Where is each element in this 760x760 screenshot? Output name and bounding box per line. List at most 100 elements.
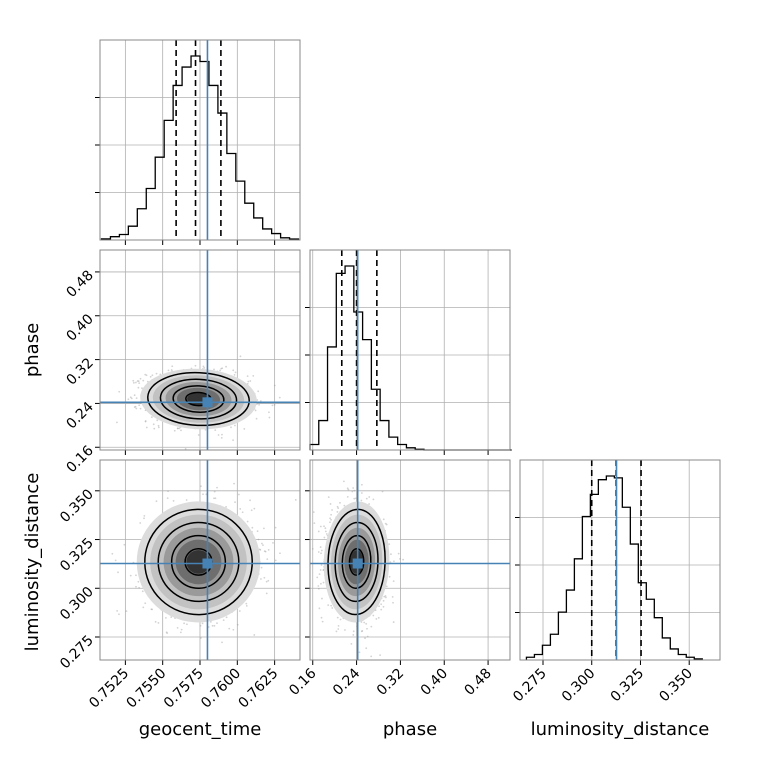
sample-point — [234, 371, 237, 374]
sample-point — [202, 365, 205, 368]
y-tick-label: 0.350 — [57, 486, 97, 526]
sample-point — [165, 617, 167, 619]
sample-point — [382, 599, 385, 602]
sample-point — [249, 499, 251, 502]
sample-point — [95, 387, 97, 389]
sample-point — [278, 396, 281, 399]
y-tick-label: 0.32 — [63, 355, 96, 388]
sample-point — [213, 368, 215, 371]
x-tick-label: 0.325 — [608, 666, 648, 706]
truth-marker — [202, 558, 213, 569]
sample-point — [361, 630, 364, 632]
sample-point — [342, 480, 345, 483]
sample-point — [368, 496, 371, 498]
sample-point — [352, 634, 355, 636]
sample-point — [260, 566, 263, 569]
sample-point — [268, 411, 270, 414]
sample-point — [220, 436, 223, 439]
sample-point — [320, 549, 323, 552]
sample-point — [176, 626, 179, 629]
truth-marker — [352, 558, 363, 569]
sample-point — [337, 624, 340, 627]
x-axis-label-luminosity-distance: luminosity_distance — [531, 719, 710, 740]
sample-point — [185, 499, 188, 501]
sample-point — [324, 527, 327, 530]
sample-point — [382, 518, 385, 521]
sample-point — [232, 369, 235, 372]
sample-point — [172, 500, 175, 502]
sample-point — [233, 374, 236, 376]
y-axis-label-phase: phase — [22, 323, 43, 377]
sample-point — [336, 510, 339, 513]
sample-point — [234, 424, 236, 427]
sample-point — [337, 628, 340, 630]
sample-point — [225, 365, 227, 368]
sample-point — [219, 369, 222, 372]
sample-point — [384, 595, 387, 597]
sample-point — [363, 621, 366, 624]
sample-point — [232, 439, 234, 442]
x-tick-label: 0.32 — [374, 666, 407, 699]
sample-point — [321, 620, 324, 623]
sample-point — [151, 608, 154, 611]
sample-point — [139, 407, 142, 410]
sample-point — [149, 375, 152, 378]
sample-point — [118, 390, 121, 393]
sample-point — [267, 579, 270, 582]
sample-point — [319, 546, 322, 548]
sample-point — [266, 558, 269, 560]
sample-point — [143, 517, 145, 520]
sample-point — [214, 429, 217, 432]
x-tick-label: 0.7575 — [161, 666, 207, 712]
sample-point — [260, 578, 262, 580]
contour-line — [159, 378, 238, 420]
sample-point — [166, 632, 169, 635]
sample-point — [245, 602, 248, 605]
sample-point — [257, 390, 260, 393]
sample-point — [144, 373, 147, 376]
sample-point — [136, 380, 139, 382]
sample-point — [360, 492, 363, 494]
sample-point — [243, 428, 246, 430]
sample-point — [184, 447, 187, 450]
y-tick-label: 0.48 — [63, 267, 96, 300]
posterior-panel-geocent_time-phase: 0.16 0.24 0.32 0.40 0.48 — [63, 249, 301, 476]
sample-point — [344, 629, 346, 631]
sample-point — [200, 485, 202, 488]
sample-point — [155, 372, 158, 375]
sample-point — [268, 416, 271, 419]
sample-point — [385, 585, 388, 588]
sample-point — [330, 513, 332, 516]
sample-point — [114, 559, 117, 562]
sample-point — [321, 597, 323, 600]
sample-point — [135, 574, 137, 577]
sample-point — [137, 380, 140, 383]
sample-point — [238, 610, 241, 612]
histogram-step-phase — [309, 265, 512, 451]
sample-point — [352, 487, 355, 489]
sample-point — [263, 550, 266, 553]
sample-point — [216, 486, 218, 489]
sample-point — [176, 427, 179, 430]
sample-point — [258, 403, 260, 406]
y-tick-label: 0.16 — [63, 443, 96, 476]
sample-point — [233, 482, 235, 485]
sample-point — [154, 620, 157, 623]
sample-point — [320, 552, 322, 555]
y-axis-label-luminosity-distance: luminosity_distance — [22, 473, 43, 652]
panel-frame — [309, 249, 511, 451]
sample-point — [273, 384, 276, 387]
sample-point — [236, 623, 239, 626]
y-tick-label: 0.300 — [57, 584, 97, 624]
sample-point — [153, 427, 156, 430]
sample-point — [379, 654, 382, 657]
sample-point — [222, 619, 225, 622]
sample-point — [327, 604, 330, 607]
panel-content — [310, 460, 510, 660]
sample-point — [116, 421, 118, 424]
sample-point — [138, 586, 141, 589]
sample-point — [339, 618, 342, 621]
sample-point — [123, 543, 126, 546]
sample-point — [381, 490, 384, 493]
